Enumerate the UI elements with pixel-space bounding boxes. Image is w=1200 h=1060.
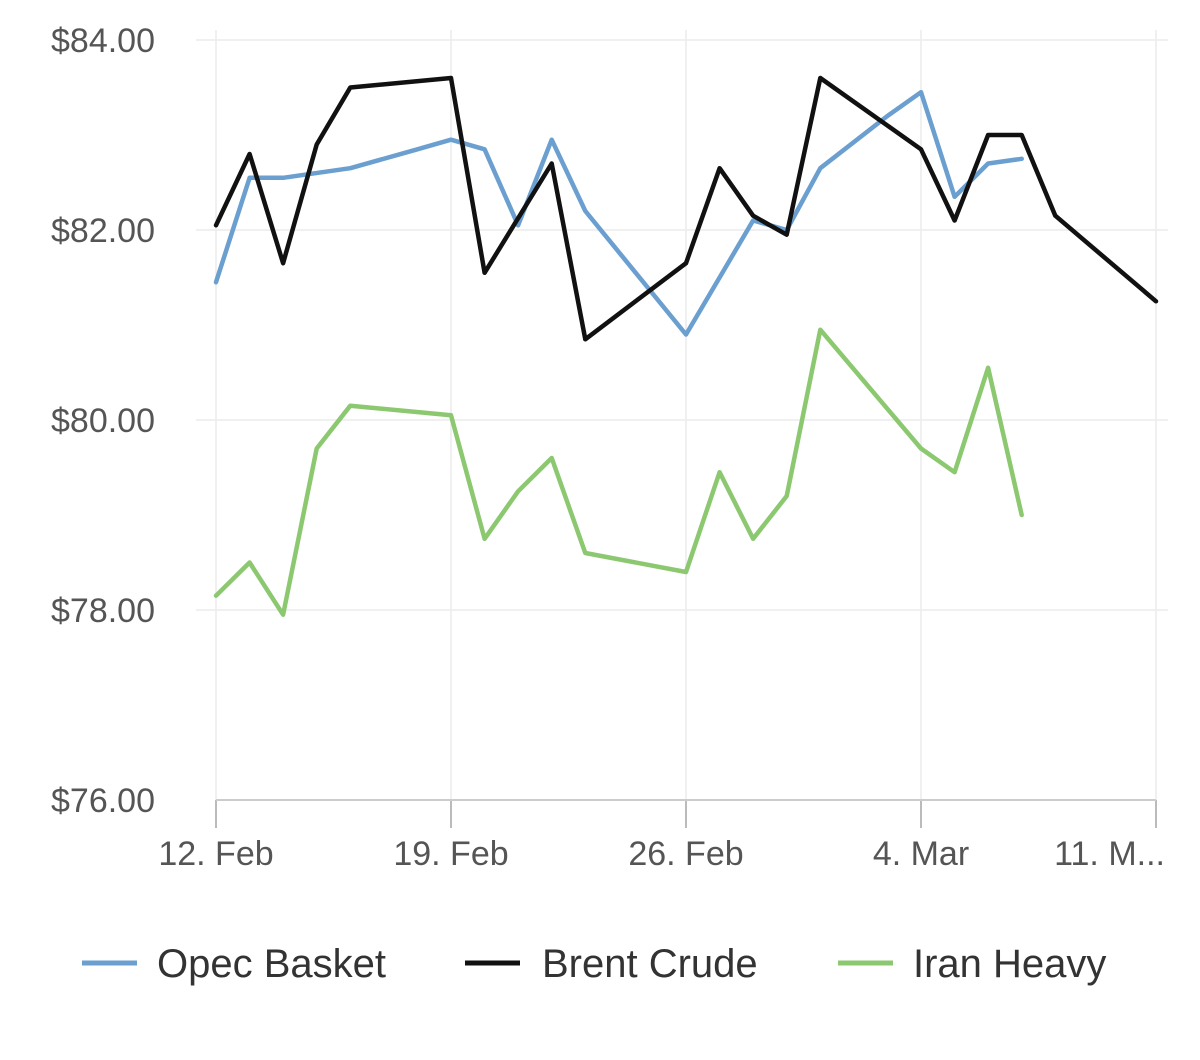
legend-item-brent-crude[interactable]: Brent Crude <box>465 942 758 986</box>
legend-item-iran-heavy[interactable]: Iran Heavy <box>838 942 1106 986</box>
series-line-opec-basket <box>213 89 1024 337</box>
legend-label: Brent Crude <box>542 942 758 986</box>
x-axis <box>215 799 1157 828</box>
y-tick-label: $80.00 <box>51 402 155 440</box>
x-tick-label: 11. M... <box>1054 835 1165 873</box>
x-axis-tick-labels: 12. Feb 19. Feb 26. Feb 4. Mar 11. M... <box>158 835 1165 873</box>
series-lines <box>213 75 1159 617</box>
series-line-iran-heavy <box>213 327 1024 617</box>
legend-item-opec-basket[interactable]: Opec Basket <box>82 942 386 986</box>
y-tick-label: $84.00 <box>51 22 155 60</box>
legend-label: Iran Heavy <box>913 942 1106 986</box>
x-tick-label: 4. Mar <box>873 835 969 873</box>
x-tick-label: 12. Feb <box>158 835 273 873</box>
y-tick-label: $78.00 <box>51 592 155 630</box>
legend: Opec Basket Brent Crude Iran Heavy <box>82 942 1106 986</box>
y-tick-label: $82.00 <box>51 212 155 250</box>
y-tick-label: $76.00 <box>51 782 155 820</box>
x-tick-label: 26. Feb <box>628 835 743 873</box>
legend-label: Opec Basket <box>157 942 386 986</box>
y-axis-tick-labels: $76.00 $78.00 $80.00 $82.00 $84.00 <box>51 22 155 820</box>
series-line-brent-crude <box>213 75 1159 342</box>
x-tick-label: 19. Feb <box>393 835 508 873</box>
